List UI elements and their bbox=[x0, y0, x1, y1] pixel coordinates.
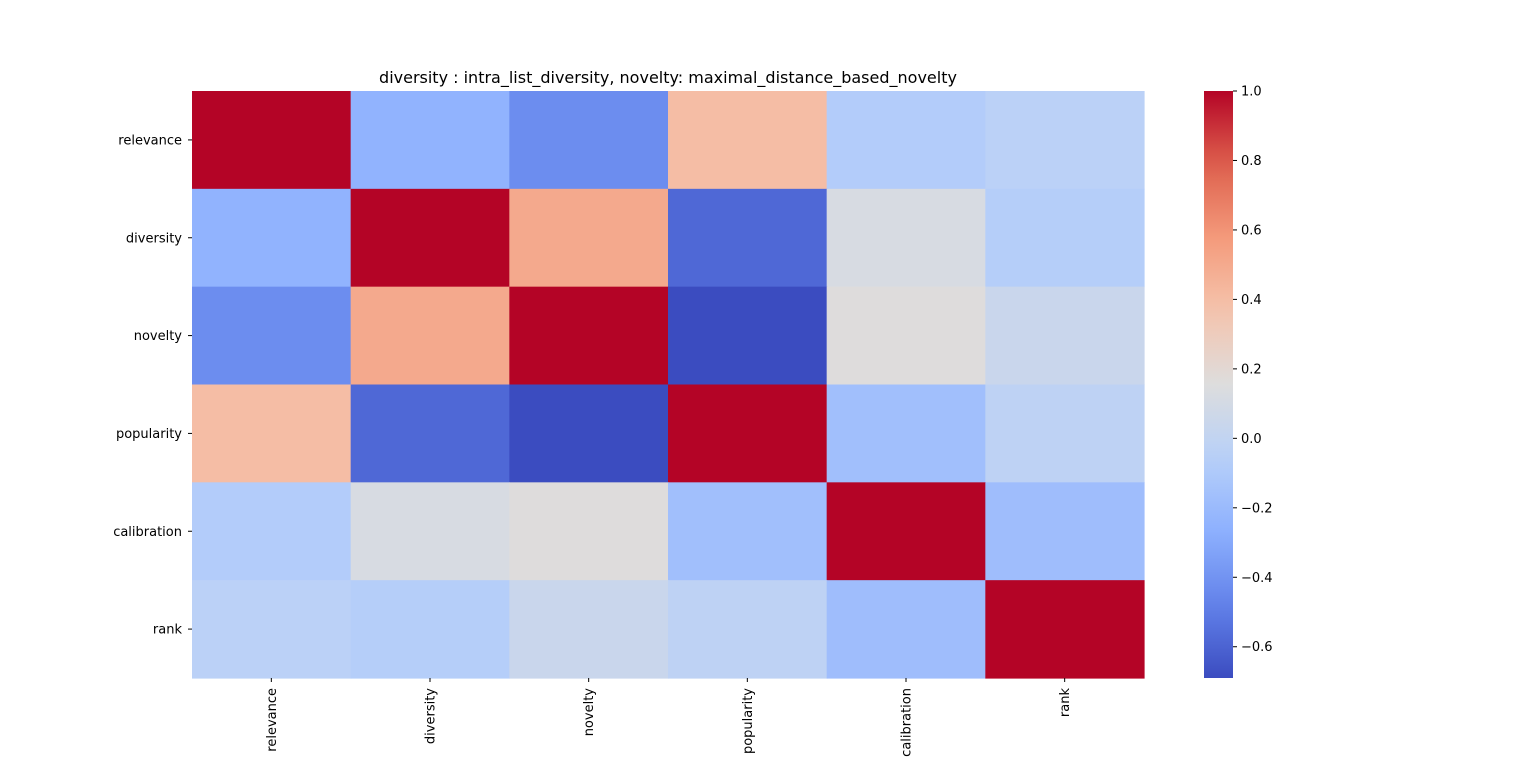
column-tick-label: novelty bbox=[582, 688, 597, 737]
heatmap-cell-rank-popularity bbox=[668, 580, 828, 679]
heatmap-cell-novelty-rank bbox=[985, 286, 1145, 386]
heatmap-cells bbox=[192, 91, 1145, 679]
heatmap-cell-relevance-novelty bbox=[509, 91, 669, 190]
heatmap-cell-rank-rank bbox=[985, 580, 1145, 679]
row-tick-labels: relevance diversity novelty popularity calib… bbox=[113, 133, 192, 638]
heatmap-cell-calibration-calibration bbox=[826, 482, 986, 581]
column-tick-label: calibration bbox=[900, 688, 915, 757]
row-tick-label: rank bbox=[153, 623, 183, 638]
column-tick-label: diversity bbox=[424, 688, 439, 744]
colorbar-ticks: 1.0 0.8 0.6 0.4 0.2 0.0 −0.2 −0.4 −0.6 bbox=[1233, 85, 1273, 655]
heatmap-cell-relevance-diversity bbox=[350, 91, 510, 190]
heatmap-cell-popularity-novelty bbox=[509, 384, 669, 483]
row-tick-label: popularity bbox=[116, 427, 182, 442]
heatmap-cell-diversity-novelty bbox=[509, 188, 669, 288]
heatmap-cell-popularity-popularity bbox=[668, 384, 828, 483]
heatmap-cell-novelty-calibration bbox=[826, 286, 986, 386]
chart-title: diversity : intra_list_diversity, novelt… bbox=[379, 68, 957, 88]
heatmap-cell-calibration-rank bbox=[985, 482, 1145, 581]
column-tick-label: popularity bbox=[741, 688, 756, 754]
row-tick-label: diversity bbox=[126, 231, 182, 246]
row-tick-label: relevance bbox=[118, 133, 182, 148]
heatmap-cell-calibration-diversity bbox=[350, 482, 510, 581]
heatmap-cell-rank-diversity bbox=[350, 580, 510, 679]
column-tick-label: relevance bbox=[265, 688, 280, 752]
heatmap-cell-novelty-novelty bbox=[509, 286, 669, 386]
colorbar-tick-label: 0.0 bbox=[1241, 432, 1262, 447]
heatmap-cell-novelty-diversity bbox=[350, 286, 510, 386]
heatmap-cell-rank-novelty bbox=[509, 580, 669, 679]
colorbar: 1.0 0.8 0.6 0.4 0.2 0.0 −0.2 −0.4 −0.6 bbox=[1204, 85, 1273, 678]
heatmap-cell-relevance-rank bbox=[985, 91, 1145, 190]
heatmap-cell-novelty-relevance bbox=[192, 286, 352, 386]
colorbar-tick-label: −0.4 bbox=[1241, 571, 1273, 586]
heatmap-cell-relevance-calibration bbox=[826, 91, 986, 190]
heatmap-cell-relevance-relevance bbox=[192, 91, 352, 190]
colorbar-tick-label: −0.6 bbox=[1241, 640, 1273, 655]
heatmap-cell-diversity-popularity bbox=[668, 188, 828, 288]
column-tick-label: rank bbox=[1058, 688, 1073, 718]
colorbar-tick-label: 1.0 bbox=[1241, 85, 1262, 100]
heatmap-cell-popularity-relevance bbox=[192, 384, 352, 483]
heatmap-cell-popularity-calibration bbox=[826, 384, 986, 483]
heatmap-cell-rank-relevance bbox=[192, 580, 352, 679]
colorbar-tick-label: 0.6 bbox=[1241, 223, 1262, 238]
heatmap-cell-calibration-relevance bbox=[192, 482, 352, 581]
colorbar-tick-label: 0.4 bbox=[1241, 293, 1262, 308]
heatmap-cell-popularity-diversity bbox=[350, 384, 510, 483]
heatmap-cell-diversity-relevance bbox=[192, 188, 352, 288]
heatmap-cell-diversity-calibration bbox=[826, 188, 986, 288]
heatmap-cell-popularity-rank bbox=[985, 384, 1145, 483]
column-tick-labels: relevance diversity novelty popularity calib… bbox=[265, 678, 1073, 757]
heatmap-cell-calibration-novelty bbox=[509, 482, 669, 581]
heatmap-cell-diversity-diversity bbox=[350, 188, 510, 288]
colorbar-gradient bbox=[1204, 91, 1233, 678]
row-tick-label: calibration bbox=[113, 525, 182, 540]
row-tick-label: novelty bbox=[134, 329, 183, 344]
colorbar-tick-label: 0.2 bbox=[1241, 362, 1262, 377]
colorbar-tick-label: −0.2 bbox=[1241, 501, 1273, 516]
heatmap-cell-novelty-popularity bbox=[668, 286, 828, 386]
heatmap-cell-rank-calibration bbox=[826, 580, 986, 679]
colorbar-tick-label: 0.8 bbox=[1241, 154, 1262, 169]
heatmap-cell-relevance-popularity bbox=[668, 91, 828, 190]
heatmap-cell-diversity-rank bbox=[985, 188, 1145, 288]
heatmap-cell-calibration-popularity bbox=[668, 482, 828, 581]
